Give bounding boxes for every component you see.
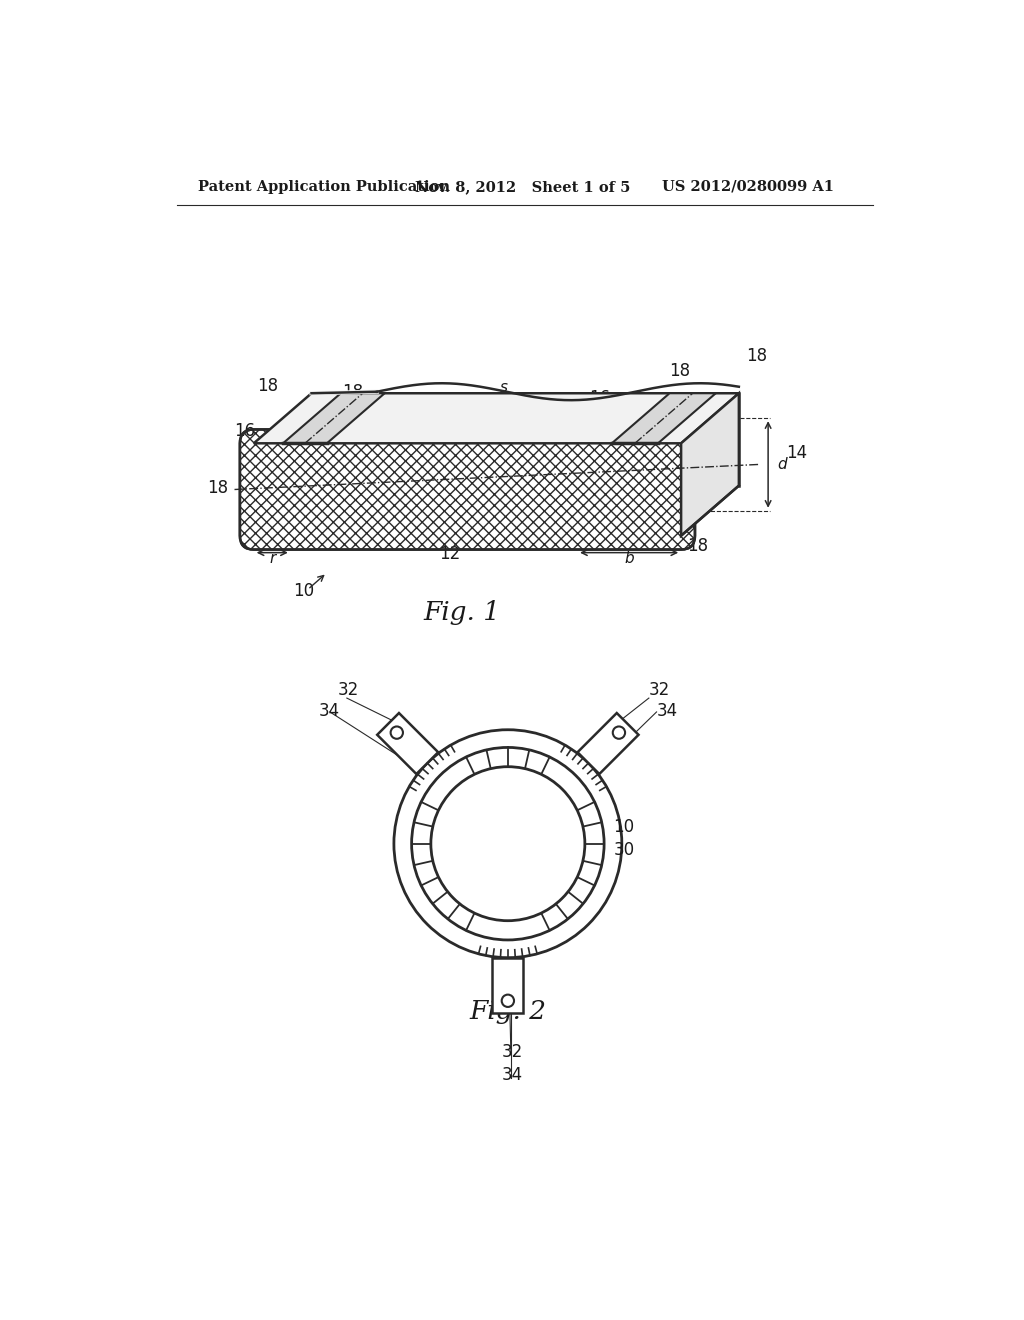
Polygon shape — [611, 393, 716, 444]
Text: 34: 34 — [502, 1067, 523, 1084]
Polygon shape — [493, 958, 523, 1014]
Polygon shape — [283, 393, 385, 444]
Text: 18: 18 — [258, 378, 279, 395]
Polygon shape — [377, 713, 438, 774]
Text: 12: 12 — [439, 545, 461, 562]
Text: 18: 18 — [746, 347, 768, 364]
Text: 14: 14 — [786, 444, 808, 462]
Text: 34: 34 — [656, 702, 678, 719]
Text: 10: 10 — [293, 582, 314, 599]
Text: Nov. 8, 2012   Sheet 1 of 5: Nov. 8, 2012 Sheet 1 of 5 — [416, 180, 631, 194]
Text: s: s — [500, 380, 508, 395]
Text: Fig. 1: Fig. 1 — [423, 601, 500, 626]
Text: r: r — [269, 552, 275, 566]
Text: 16: 16 — [589, 389, 610, 408]
Text: 18: 18 — [208, 479, 228, 498]
Text: Patent Application Publication: Patent Application Publication — [199, 180, 451, 194]
Circle shape — [390, 726, 403, 739]
Text: Fig. 2: Fig. 2 — [469, 999, 547, 1024]
Text: b: b — [625, 552, 634, 566]
FancyBboxPatch shape — [240, 429, 695, 549]
Circle shape — [431, 767, 585, 921]
Text: d: d — [777, 457, 787, 473]
Text: 16: 16 — [234, 421, 255, 440]
Polygon shape — [578, 713, 639, 774]
Text: US 2012/0280099 A1: US 2012/0280099 A1 — [662, 180, 834, 194]
Text: 10: 10 — [613, 818, 635, 836]
Circle shape — [412, 747, 604, 940]
Circle shape — [394, 730, 622, 958]
Circle shape — [612, 726, 625, 739]
Text: 34: 34 — [318, 702, 340, 719]
Text: 32: 32 — [649, 681, 670, 700]
Circle shape — [502, 995, 514, 1007]
Text: 18: 18 — [670, 362, 690, 380]
Text: 32: 32 — [502, 1043, 523, 1061]
Polygon shape — [681, 393, 739, 536]
Text: a: a — [316, 411, 325, 425]
Text: 30: 30 — [613, 841, 635, 859]
Text: 32: 32 — [338, 681, 358, 700]
Text: 18: 18 — [342, 383, 364, 401]
Text: 18: 18 — [687, 537, 709, 556]
Polygon shape — [254, 393, 739, 444]
